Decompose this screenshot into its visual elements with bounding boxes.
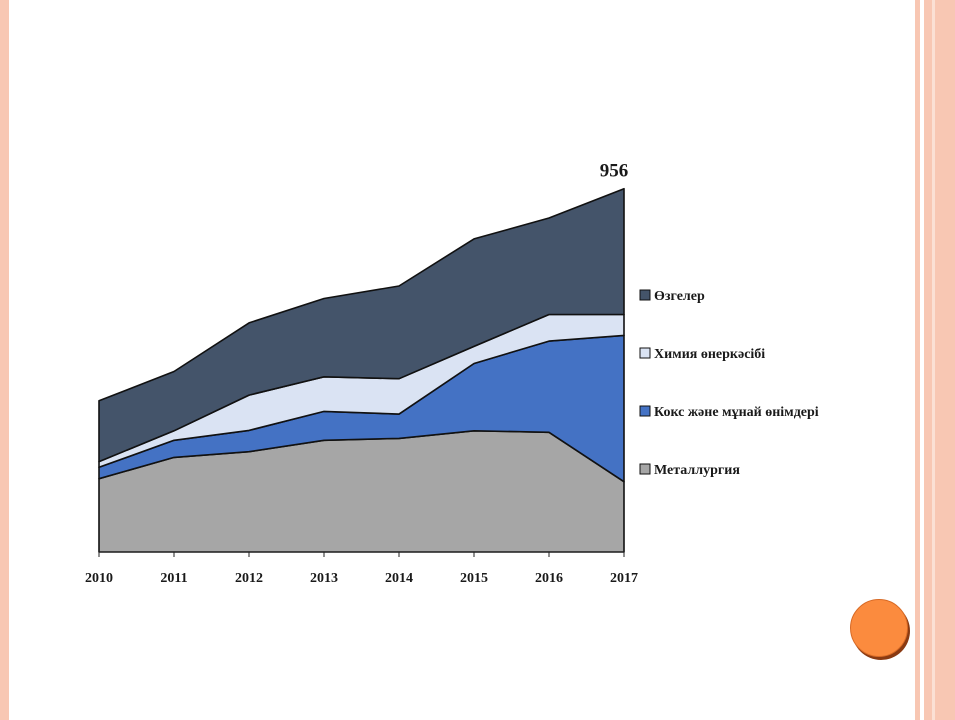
x-tick-label-2011: 2011 — [160, 571, 187, 586]
x-tick-label-2012: 2012 — [235, 571, 263, 586]
x-tick-label-2010: 2010 — [85, 571, 113, 586]
legend-label-3: Химия өнеркәсібі — [654, 347, 765, 362]
orange-circle-decoration — [850, 599, 908, 657]
x-axis-ticks — [98, 552, 625, 557]
legend-label-4: Өзгелер — [654, 289, 705, 304]
area-4 — [98, 187, 625, 463]
right-border-thin — [915, 0, 920, 720]
area-series-group — [98, 187, 625, 553]
right-border-wide — [924, 0, 955, 720]
legend-swatch-2 — [639, 405, 651, 417]
total-value-annotation: 956 — [600, 161, 629, 182]
legend-swatch-1 — [639, 463, 651, 475]
legend-label-1: Металлургия — [654, 463, 740, 478]
x-tick-label-2016: 2016 — [535, 571, 563, 586]
left-border — [0, 0, 9, 720]
legend-swatch-3 — [639, 347, 651, 359]
x-tick-label-2013: 2013 — [310, 571, 338, 586]
legend-label-2: Кокс және мұнай өнімдері — [654, 405, 819, 420]
x-tick-label-2014: 2014 — [385, 571, 413, 586]
x-tick-label-2017: 2017 — [610, 571, 638, 586]
x-axis-tick-labels: 2010 2011 2012 2013 2014 2015 2016 2017 — [85, 571, 638, 586]
legend-swatch-4 — [639, 289, 651, 301]
legend: Өзгелер Химия өнеркәсібі Кокс және мұнай ө… — [639, 289, 819, 478]
x-tick-label-2015: 2015 — [460, 571, 488, 586]
